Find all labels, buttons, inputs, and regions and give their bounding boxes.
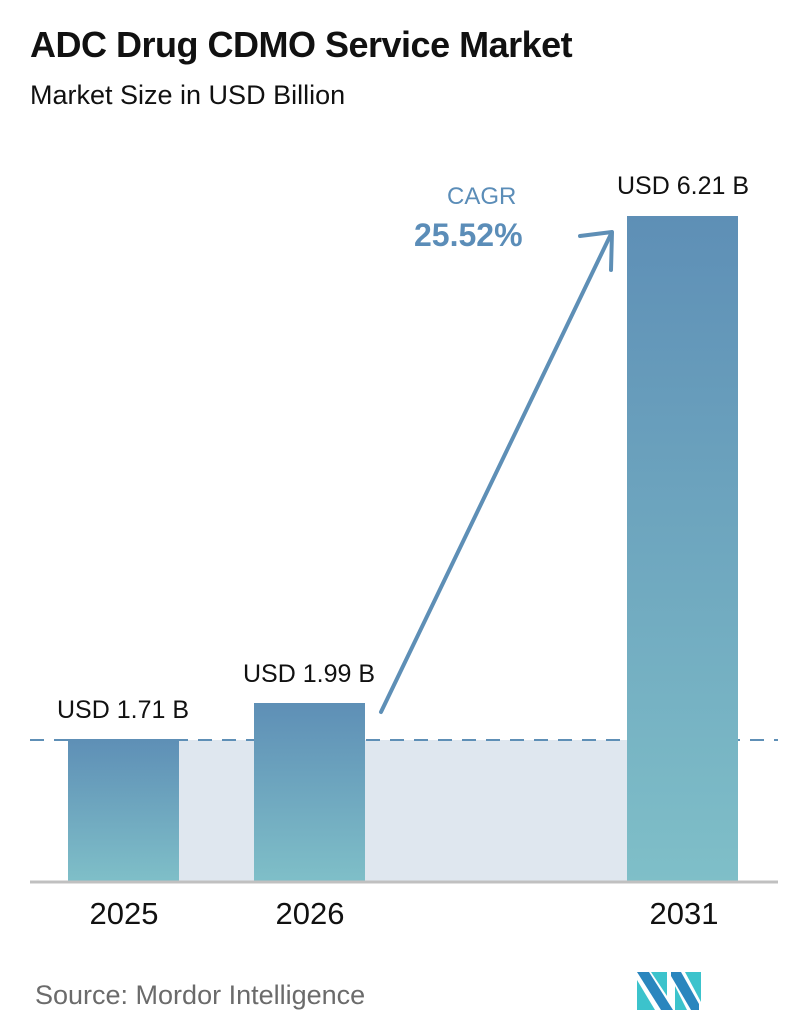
bar-label-2026: USD 1.99 B [242,660,376,688]
bar-2031 [627,216,738,882]
bar-label-2031: USD 6.21 B [616,172,750,200]
bar-2026 [254,703,365,882]
chart-subtitle: Market Size in USD Billion [30,80,346,110]
bar-2025 [68,739,179,882]
cagr-value: 25.52% [414,217,523,253]
bar-label-2025: USD 1.71 B [56,696,190,724]
cagr-label: CAGR [447,183,517,210]
chart-title: ADC Drug CDMO Service Market [30,24,573,65]
source-text: Source: Mordor Intelligence [35,980,366,1010]
mordor-intelligence-logo-icon [637,972,701,1010]
x-label-2025: 2025 [89,896,159,931]
x-label-2031: 2031 [649,896,719,931]
x-label-2026: 2026 [275,896,345,931]
cagr-arrow-icon [379,230,614,714]
